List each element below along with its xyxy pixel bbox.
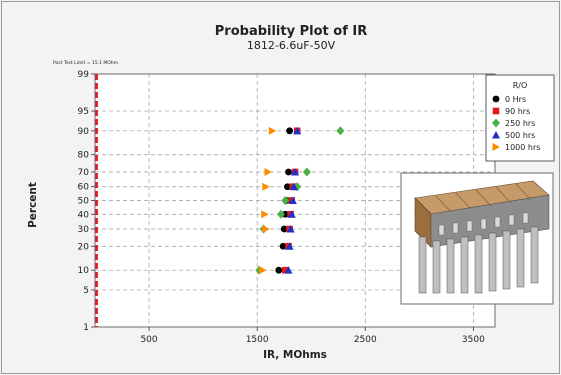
point-500-hrs — [288, 196, 297, 204]
data-points — [255, 126, 345, 275]
point-500-hrs — [285, 242, 294, 250]
point-1000-hrs — [264, 167, 272, 176]
x-tick-label: 2500 — [354, 335, 377, 345]
legend-label-1000-hrs: 1000 hrs — [505, 143, 540, 152]
point-500-hrs — [284, 266, 293, 274]
y-tick-label: 20 — [78, 242, 90, 252]
point-250-hrs — [281, 196, 290, 205]
point-1000-hrs — [262, 225, 270, 234]
legend-marker-0-hrs — [492, 95, 500, 103]
point-250-hrs — [336, 126, 345, 136]
point-1000-hrs — [262, 182, 270, 191]
point-90-hrs — [281, 266, 289, 274]
point-0-hrs — [279, 242, 287, 250]
legend-title: R/O — [513, 81, 528, 90]
legend-label-250-hrs: 250 hrs — [505, 119, 535, 128]
y-tick-label: 99 — [78, 70, 90, 80]
y-tick-label: 5 — [83, 286, 89, 296]
legend-label-90-hrs: 90 hrs — [505, 107, 530, 116]
point-500-hrs — [286, 225, 295, 233]
chart-subtitle: 1812-6.6uF-50V — [247, 39, 336, 52]
y-axis-ticks: 1 5 10 20 30 40 50 60 70 80 90 95 99 — [78, 70, 95, 333]
y-tick-label: 80 — [78, 151, 90, 161]
y-tick-label: 40 — [78, 210, 90, 220]
legend-label-500-hrs: 500 hrs — [505, 131, 535, 140]
point-0-hrs — [281, 210, 289, 218]
point-0-hrs — [284, 183, 291, 191]
y-tick-label: 95 — [78, 107, 89, 117]
legend-marker-250-hrs — [492, 118, 500, 128]
y-tick-label: 50 — [78, 197, 90, 207]
y-tick-label: 1 — [83, 323, 89, 333]
x-axis-ticks: 500 1500 2500 3500 — [140, 327, 485, 345]
multilayer-capacitor-array-icon — [400, 172, 554, 305]
y-tick-label: 30 — [78, 225, 90, 235]
y-tick-label: 10 — [78, 266, 90, 276]
legend-marker-500-hrs — [492, 131, 500, 139]
point-0-hrs — [286, 127, 293, 135]
point-0-hrs — [285, 168, 292, 176]
legend-label-0-hrs: 0 Hrs — [505, 95, 526, 104]
y-axis-label: Percent — [27, 182, 39, 228]
y-tick-label: 70 — [78, 168, 90, 178]
x-tick-label: 500 — [140, 335, 157, 345]
point-500-hrs — [289, 182, 298, 191]
point-250-hrs — [302, 167, 311, 177]
y-tick-label: 90 — [78, 127, 90, 137]
x-tick-label: 1500 — [246, 335, 269, 345]
y-tick-label: 60 — [78, 183, 90, 193]
x-tick-label: 3500 — [462, 335, 485, 345]
chart-title: Probability Plot of IR — [215, 24, 367, 39]
point-1000-hrs — [268, 126, 277, 135]
point-0-hrs — [280, 225, 288, 233]
reference-line-label: Post Test Limit = 15.1 MOhm — [53, 60, 118, 66]
point-500-hrs — [291, 167, 299, 176]
point-500-hrs — [293, 126, 302, 135]
legend-marker-1000-hrs — [492, 143, 500, 151]
x-axis-label: IR, MOhms — [263, 349, 327, 361]
legend-marker-90-hrs — [492, 107, 500, 115]
point-0-hrs — [275, 266, 283, 274]
legend: R/O 0 Hrs 90 hrs 250 hrs 500 hrs 1000 hrs — [485, 74, 555, 162]
point-250-hrs — [276, 209, 285, 219]
point-500-hrs — [287, 210, 296, 218]
point-1000-hrs — [261, 210, 269, 219]
point-1000-hrs — [259, 266, 267, 275]
